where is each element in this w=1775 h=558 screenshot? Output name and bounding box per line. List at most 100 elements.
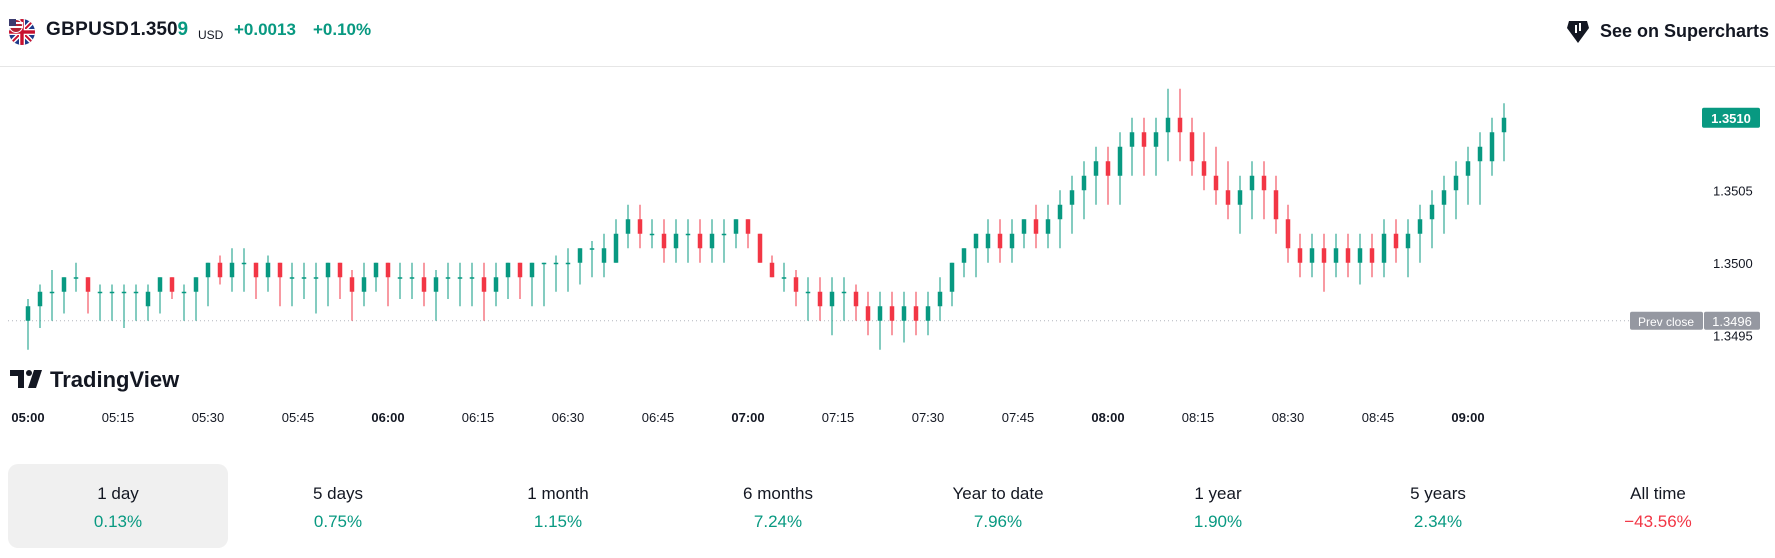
candle-body <box>637 219 643 234</box>
x-tick-label: 05:00 <box>11 410 44 425</box>
candle-body <box>1177 117 1183 133</box>
range-item[interactable]: 5 years 2.34% <box>1328 464 1548 548</box>
x-tick-label: 07:00 <box>731 410 764 425</box>
tradingview-logo-mark <box>28 370 42 388</box>
prev-close-tag <box>1630 311 1703 330</box>
candle-body <box>121 291 127 294</box>
candle-body <box>829 291 835 307</box>
candle-body <box>1045 219 1051 234</box>
range-value: 7.96% <box>973 512 1023 531</box>
candle-body <box>649 233 655 236</box>
range-label: 5 years <box>1410 484 1466 503</box>
range-label: 1 day <box>97 484 139 503</box>
candle-body <box>1309 248 1315 263</box>
x-tick-label: 05:45 <box>282 410 315 425</box>
range-item[interactable]: 1 day 0.13% <box>8 464 228 548</box>
candle-body <box>1465 161 1471 176</box>
candle-body <box>193 277 199 292</box>
range-label: 6 months <box>743 484 813 503</box>
x-tick-label: 07:30 <box>912 410 945 425</box>
candle-body <box>1453 175 1459 191</box>
see-on-supercharts-link[interactable]: See on Supercharts <box>1564 14 1775 48</box>
candle-body <box>1489 132 1495 162</box>
candle-body <box>565 262 571 265</box>
candle-body <box>349 277 355 292</box>
range-label: Year to date <box>952 484 1044 503</box>
candle-body <box>1201 161 1207 176</box>
range-value: 1.90% <box>1193 512 1243 531</box>
candle-body <box>925 306 931 321</box>
price-main: 1.350 <box>130 19 178 40</box>
candle-body <box>181 291 187 294</box>
candle-body <box>1369 248 1375 263</box>
x-tick-label: 06:15 <box>462 410 495 425</box>
range-item[interactable]: 5 days 0.75% <box>228 464 448 548</box>
range-item[interactable]: All time −43.56% <box>1548 464 1768 548</box>
candle-body <box>505 262 511 278</box>
candle-body <box>625 219 631 234</box>
range-value: 0.13% <box>93 512 143 531</box>
candle-body <box>733 219 739 234</box>
candle-body <box>769 262 775 278</box>
x-tick-label: 06:30 <box>552 410 585 425</box>
x-tick-label: 07:45 <box>1002 410 1035 425</box>
candle-body <box>1393 233 1399 249</box>
candle-body <box>253 262 259 278</box>
tradingview-logo: TradingView <box>10 367 180 392</box>
candle-body <box>97 291 103 294</box>
candle-body <box>241 262 247 265</box>
candle-body <box>265 262 271 278</box>
candle-body <box>541 262 547 265</box>
candle-body <box>1213 175 1219 191</box>
range-label: 1 year <box>1194 484 1242 503</box>
range-value: 0.75% <box>313 512 363 531</box>
candle-body <box>1501 117 1507 133</box>
candle-body <box>781 277 787 279</box>
candle-body <box>277 262 283 278</box>
y-tick-label: 1.3500 <box>1713 256 1753 271</box>
candle-body <box>289 277 295 279</box>
candle-body <box>325 262 331 278</box>
candle-body <box>1333 248 1339 263</box>
candle-body <box>517 262 523 278</box>
x-tick-label: 08:00 <box>1091 410 1124 425</box>
candle-body <box>889 306 895 321</box>
candle-body <box>1441 190 1447 205</box>
candle-body <box>1285 219 1291 249</box>
prev-close-value: 1.3496 <box>1712 314 1752 329</box>
range-item[interactable]: 6 months 7.24% <box>668 464 888 548</box>
x-tick-label: 05:30 <box>192 410 225 425</box>
candle-body <box>901 306 907 321</box>
range-item[interactable]: 1 month 1.15% <box>448 464 668 548</box>
x-tick-label: 07:15 <box>822 410 855 425</box>
candle-body <box>1417 219 1423 234</box>
candle-body <box>913 306 919 321</box>
range-label: 1 month <box>527 484 589 503</box>
candle-body <box>469 277 475 279</box>
candle-body <box>397 277 403 279</box>
candle-body <box>421 277 427 292</box>
x-tick-label: 06:00 <box>371 410 404 425</box>
candle-body <box>1093 161 1099 176</box>
prev-close-label: Prev close <box>1638 315 1694 329</box>
candle-body <box>673 233 679 249</box>
candlestick-chart[interactable]: 1.3495 1.3500 1.3505 Prev close 1.3496 1.3510… <box>0 67 1775 447</box>
range-value: 1.15% <box>533 512 583 531</box>
candle-body <box>361 277 367 292</box>
symbol-header: GBPUSD 1.3509 USD +0.0013 +0.10% See on … <box>0 0 1775 67</box>
range-item[interactable]: Year to date 7.96% <box>888 464 1108 548</box>
supercharts-label: See on Supercharts <box>1599 20 1769 41</box>
price-chart[interactable]: 1.3495 1.3500 1.3505 Prev close 1.3496 1.3510… <box>0 67 1775 447</box>
candle-body <box>817 291 823 307</box>
candle-body <box>37 291 43 307</box>
candle-body <box>301 277 307 279</box>
candle-body <box>1153 132 1159 147</box>
range-item[interactable]: 1 year 1.90% <box>1108 464 1328 548</box>
candle-body <box>445 277 451 279</box>
range-value: −43.56% <box>1624 512 1692 531</box>
candle-body <box>529 262 535 278</box>
candle-body <box>973 233 979 249</box>
candle-body <box>1069 190 1075 205</box>
candle-body <box>1225 190 1231 205</box>
candle-body <box>745 219 751 234</box>
